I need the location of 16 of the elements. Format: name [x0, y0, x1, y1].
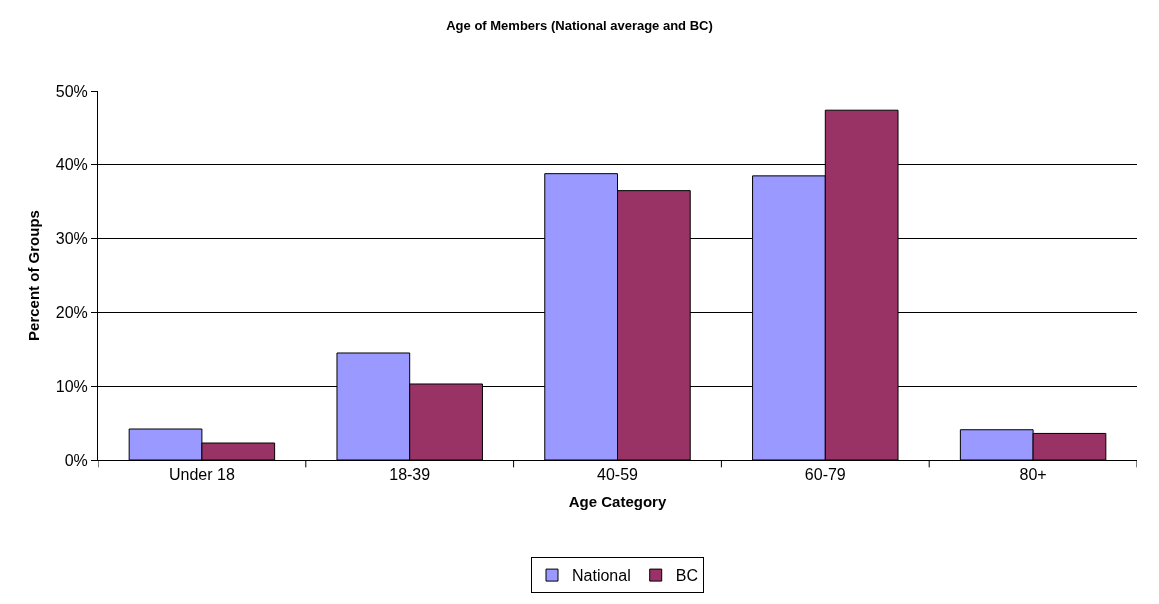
x-tick-label: 80+ [1019, 466, 1047, 484]
x-tick-label: 18-39 [389, 466, 431, 484]
y-tick-label: 40% [55, 156, 88, 174]
legend-label: BC [675, 567, 698, 585]
y-tick-label: 20% [55, 304, 88, 321]
y-axis-title: Percent of Groups [25, 210, 43, 341]
x-axis-title: Age Category [568, 493, 667, 511]
chart-title: Age of Members (National average and BC) [446, 18, 713, 34]
x-tick-label: Under 18 [168, 466, 235, 484]
x-tick-label: 40-59 [597, 466, 639, 484]
y-tick-label: 50% [55, 82, 88, 100]
legend-label: National [572, 567, 631, 585]
x-tick-label: 60-79 [804, 466, 846, 484]
y-tick-label: 30% [55, 230, 88, 248]
y-tick-label: 10% [55, 377, 88, 395]
y-tick-label: 0% [64, 451, 88, 469]
